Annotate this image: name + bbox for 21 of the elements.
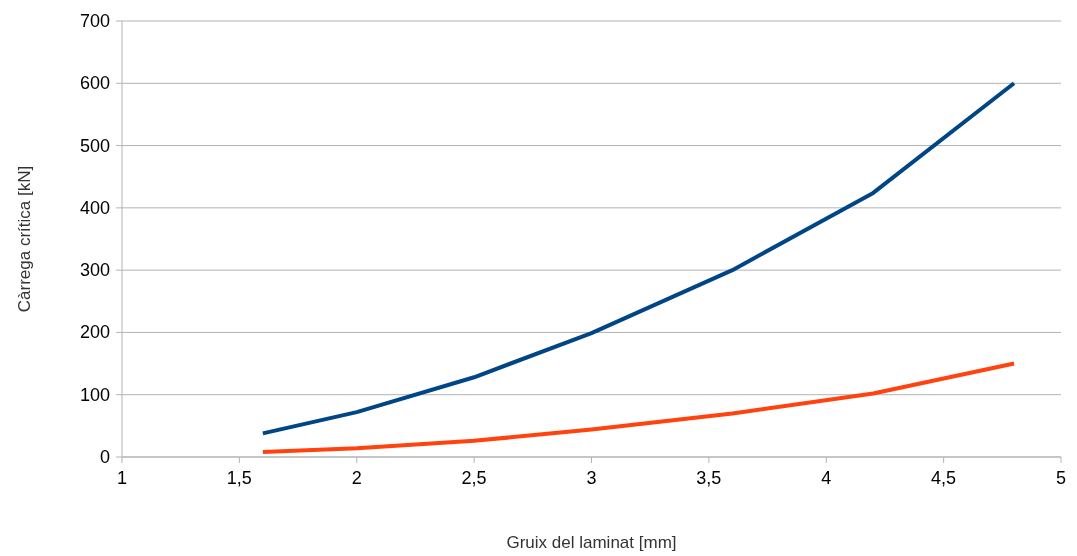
y-tick-label: 300 <box>79 260 110 281</box>
y-tick-label: 0 <box>99 447 110 467</box>
y-tick-label: 400 <box>79 197 110 218</box>
y-tick-label: 700 <box>79 11 110 31</box>
y-tick-label: 200 <box>79 322 110 343</box>
line-series <box>260 81 1017 436</box>
x-tick-label: 3,5 <box>696 468 722 488</box>
line-series <box>260 361 1017 455</box>
x-tick-label: 3 <box>586 468 597 488</box>
x-tick-label: 1,5 <box>226 468 252 488</box>
y-axis-title: Càrrega crítica [kN] <box>15 165 34 313</box>
x-tick-label: 1 <box>116 468 128 488</box>
x-tick-label: 5 <box>1055 468 1067 488</box>
x-tick-label: 2,5 <box>461 468 487 488</box>
x-axis-title: Gruix del laminat [mm] <box>506 533 677 552</box>
y-tick-label: 500 <box>79 135 110 156</box>
y-tick-label: 100 <box>79 384 110 405</box>
x-tick-label: 4 <box>821 468 832 488</box>
y-tick-label: 600 <box>79 73 110 94</box>
x-tick-label: 2 <box>351 468 362 488</box>
x-tick-label: 4,5 <box>931 468 957 488</box>
